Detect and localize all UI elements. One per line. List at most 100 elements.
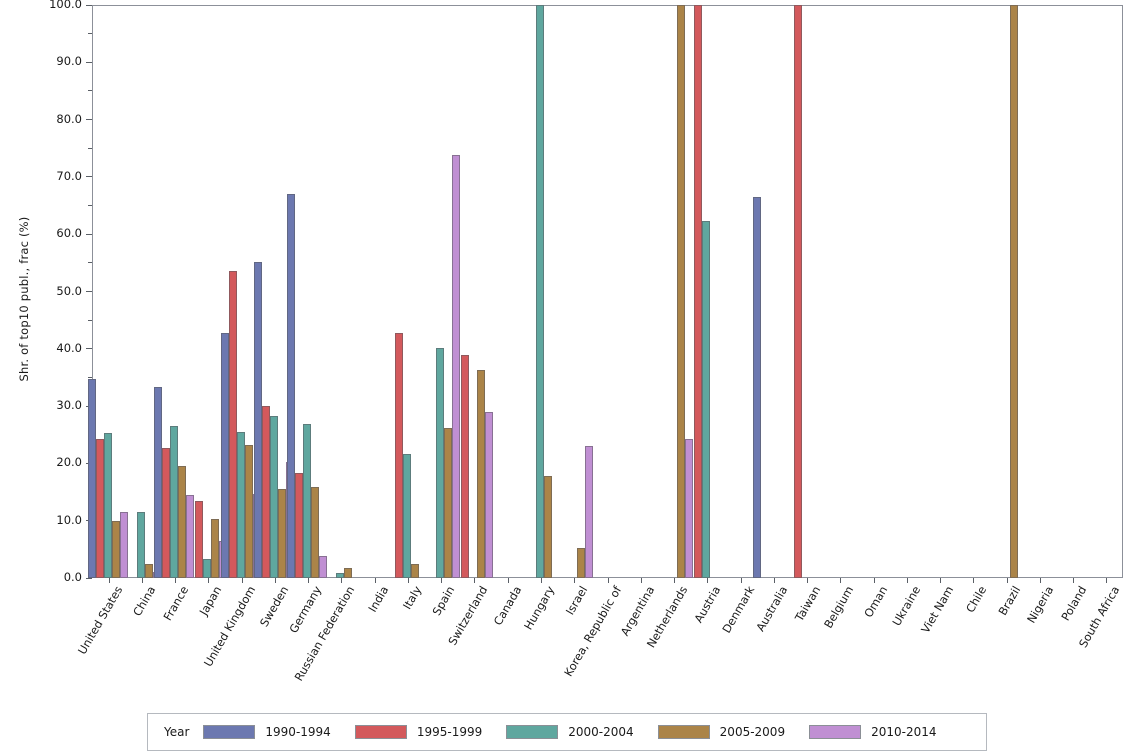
bar[interactable] xyxy=(344,568,353,578)
legend: Year 1990-1994 1995-1999 2000-2004 2005-200… xyxy=(147,713,987,751)
y-tick-mark-minor xyxy=(88,33,92,35)
x-tick-label: Belgium xyxy=(822,584,857,631)
bar[interactable] xyxy=(111,520,120,578)
bar[interactable] xyxy=(154,387,163,578)
bar[interactable] xyxy=(87,379,96,578)
bar-group xyxy=(1023,5,1056,578)
legend-item[interactable]: 1990-1994 xyxy=(203,725,331,739)
bar[interactable] xyxy=(535,5,544,578)
x-tick-label: Viet Nam xyxy=(919,584,957,636)
x-tick-mark xyxy=(640,578,642,583)
x-tick-mark xyxy=(208,578,210,583)
y-tick-mark xyxy=(86,348,92,350)
bar[interactable] xyxy=(178,466,187,578)
bar-group xyxy=(154,5,195,578)
legend-label: 2005-2009 xyxy=(719,725,786,739)
bar[interactable] xyxy=(1009,5,1018,578)
bar-group xyxy=(890,5,923,578)
bar-group xyxy=(591,5,624,578)
x-tick-label: France xyxy=(161,584,192,624)
bar[interactable] xyxy=(144,563,153,578)
y-tick-label: 100.0 xyxy=(49,0,82,11)
bar[interactable] xyxy=(452,154,461,578)
bar[interactable] xyxy=(585,446,594,578)
x-tick-label: Russian Federation xyxy=(292,584,358,684)
x-tick-mark xyxy=(241,578,243,583)
y-tick-mark-minor xyxy=(88,147,92,149)
x-tick-mark xyxy=(807,578,809,583)
bar-group xyxy=(923,5,956,578)
bar[interactable] xyxy=(543,476,552,578)
bar[interactable] xyxy=(244,444,253,578)
bar[interactable] xyxy=(402,453,411,578)
bar[interactable] xyxy=(685,438,693,578)
bar[interactable] xyxy=(444,428,453,578)
x-tick-label: Italy xyxy=(400,584,425,612)
bar[interactable] xyxy=(203,558,212,578)
bar[interactable] xyxy=(436,348,445,578)
bar[interactable] xyxy=(95,438,104,578)
x-tick-label: Germany xyxy=(287,584,325,636)
bar[interactable] xyxy=(186,494,195,578)
x-tick-mark xyxy=(441,578,443,583)
y-tick-mark xyxy=(86,119,92,121)
y-tick-mark xyxy=(86,61,92,63)
x-axis-labels: United States China France Japan United King… xyxy=(0,584,1134,704)
bar[interactable] xyxy=(319,556,328,578)
bar[interactable] xyxy=(195,500,204,578)
bar[interactable] xyxy=(277,489,286,578)
legend-item[interactable]: 2000-2004 xyxy=(506,725,634,739)
bar[interactable] xyxy=(261,405,270,578)
bar-group xyxy=(824,5,857,578)
bar[interactable] xyxy=(220,333,229,578)
bar-groups xyxy=(87,5,1123,578)
x-axis-ticks xyxy=(92,578,1123,584)
y-tick-label: 70.0 xyxy=(56,168,82,183)
x-tick-mark xyxy=(407,578,409,583)
bar[interactable] xyxy=(103,433,112,578)
bar-group xyxy=(752,5,790,578)
bar-group xyxy=(558,5,594,578)
bar[interactable] xyxy=(236,432,245,578)
x-tick-mark xyxy=(873,578,875,583)
bar[interactable] xyxy=(228,271,237,578)
y-tick-mark xyxy=(86,291,92,292)
y-tick-mark xyxy=(86,176,92,178)
bar[interactable] xyxy=(485,411,494,578)
legend-item[interactable]: 1995-1999 xyxy=(354,725,482,739)
x-tick-label: Ukraine xyxy=(889,584,924,629)
x-tick-mark xyxy=(474,578,476,583)
bar[interactable] xyxy=(119,512,128,578)
legend-item[interactable]: 2010-2014 xyxy=(809,725,937,739)
x-tick-label: Australia xyxy=(753,584,791,634)
bar[interactable] xyxy=(394,333,403,578)
bar[interactable] xyxy=(577,547,586,578)
legend-title: Year xyxy=(164,725,190,739)
bar[interactable] xyxy=(136,512,145,578)
bar[interactable] xyxy=(269,415,278,578)
x-tick-mark xyxy=(108,578,110,583)
bar[interactable] xyxy=(336,572,345,578)
bar[interactable] xyxy=(461,355,470,578)
bar[interactable] xyxy=(311,487,320,578)
bar[interactable] xyxy=(677,5,685,578)
bar[interactable] xyxy=(170,426,179,578)
bar[interactable] xyxy=(477,370,486,578)
bar[interactable] xyxy=(253,262,262,578)
bar[interactable] xyxy=(694,5,703,578)
x-tick-mark xyxy=(906,578,908,583)
bar[interactable] xyxy=(295,473,304,578)
bar[interactable] xyxy=(211,518,220,578)
bar[interactable] xyxy=(752,196,761,578)
bar[interactable] xyxy=(303,423,312,578)
bar[interactable] xyxy=(287,193,296,578)
legend-item[interactable]: 2005-2009 xyxy=(657,725,786,739)
x-tick-label: Chile xyxy=(964,584,990,615)
bar-group xyxy=(1056,5,1089,578)
bar[interactable] xyxy=(794,5,803,578)
y-tick-label: 90.0 xyxy=(56,54,82,69)
bar[interactable] xyxy=(410,564,419,578)
x-tick-mark xyxy=(1039,578,1041,583)
bar[interactable] xyxy=(702,221,711,578)
bar[interactable] xyxy=(162,447,171,578)
